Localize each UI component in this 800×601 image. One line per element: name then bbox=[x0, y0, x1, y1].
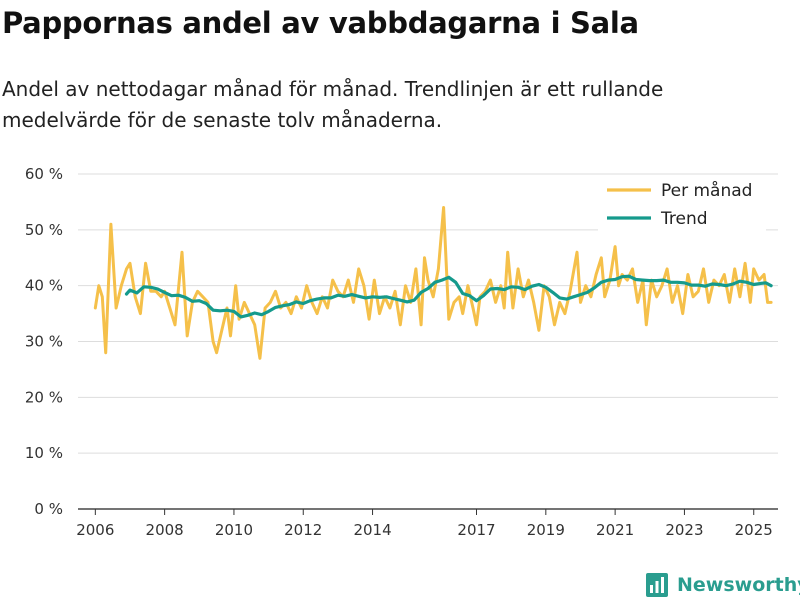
x-tick-label: 2008 bbox=[146, 521, 184, 539]
line-chart: 0 % 10 % 20 % 30 % 40 % 50 % 60 % 2006 2008 2010… bbox=[25, 165, 778, 539]
brand-name: Newsworthy bbox=[677, 574, 800, 596]
x-axis: 2006 2008 2010 2012 2014 2017 2019 2021 2023 2025 bbox=[76, 509, 773, 539]
brand-logo: Newsworthy bbox=[645, 569, 800, 601]
series-lines bbox=[93, 206, 773, 360]
x-tick-label: 2010 bbox=[215, 521, 253, 539]
x-tick-label: 2021 bbox=[596, 521, 634, 539]
y-tick-label: 20 % bbox=[25, 388, 63, 406]
x-tick-label: 2023 bbox=[665, 521, 703, 539]
y-tick-label: 60 % bbox=[25, 165, 63, 183]
y-tick-label: 50 % bbox=[25, 221, 63, 239]
chart-subtitle: Andel av nettodagar månad för månad. Tre… bbox=[2, 77, 664, 132]
legend: Per månad Trend bbox=[598, 176, 766, 232]
series-line-trend bbox=[124, 274, 773, 319]
x-tick-label: 2014 bbox=[353, 521, 391, 539]
legend-background bbox=[598, 176, 766, 232]
legend-label: Per månad bbox=[661, 180, 752, 201]
newsworthy-logo-icon bbox=[646, 573, 668, 597]
x-tick-label: 2017 bbox=[457, 521, 495, 539]
y-tick-label: 10 % bbox=[25, 444, 63, 462]
y-tick-label: 0 % bbox=[34, 500, 63, 518]
x-tick-label: 2025 bbox=[735, 521, 773, 539]
y-tick-label: 40 % bbox=[25, 277, 63, 295]
chart-title: Pappornas andel av vabbdagarna i Sala bbox=[2, 6, 639, 40]
x-tick-label: 2006 bbox=[76, 521, 114, 539]
y-tick-label: 30 % bbox=[25, 333, 63, 351]
x-tick-label: 2019 bbox=[527, 521, 565, 539]
legend-label: Trend bbox=[660, 209, 708, 229]
x-tick-label: 2012 bbox=[284, 521, 322, 539]
y-axis: 0 % 10 % 20 % 30 % 40 % 50 % 60 % bbox=[25, 165, 63, 518]
